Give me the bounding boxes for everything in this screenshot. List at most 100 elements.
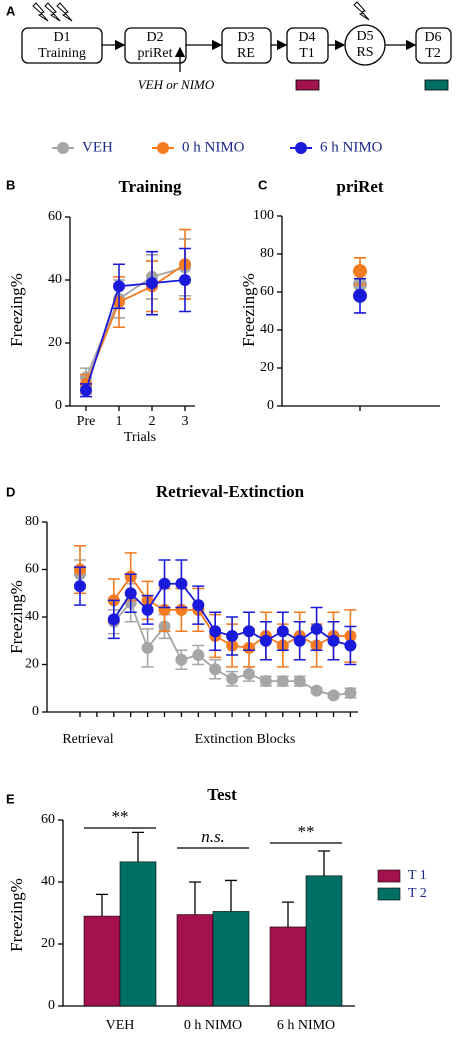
data-point	[179, 274, 191, 286]
node-label: D5	[356, 29, 373, 44]
node-label: D6	[424, 30, 441, 45]
data-point	[141, 603, 154, 616]
node-sublabel: RE	[237, 46, 255, 61]
y-tick-label: 60	[41, 812, 55, 827]
chart-title: Test	[207, 785, 237, 804]
y-tick-label: 0	[48, 998, 55, 1013]
bar	[119, 861, 157, 1007]
node-label: D3	[237, 30, 254, 45]
y-axis-label: Freezing%	[7, 878, 26, 952]
x-tick-label: 1	[116, 414, 123, 429]
legend-label: 6 h NIMO	[320, 139, 383, 155]
legend-label: T 2	[408, 886, 427, 901]
y-tick-label: 60	[25, 562, 39, 577]
legend-swatch	[377, 869, 401, 883]
bar	[212, 911, 250, 1007]
data-point	[107, 613, 120, 626]
x-tick-label: VEH	[106, 1018, 135, 1033]
node-label: D1	[53, 30, 70, 45]
shock-icon	[32, 2, 49, 22]
error-bar	[96, 893, 108, 917]
significance-label: **	[112, 807, 129, 826]
data-point	[226, 630, 239, 642]
chart-title: Training	[119, 177, 182, 196]
bar	[305, 875, 343, 1007]
data-point	[344, 687, 357, 699]
node-sublabel: RS	[356, 45, 373, 60]
y-tick-label: 0	[55, 398, 62, 413]
treatment-label: VEH or NIMO	[138, 77, 215, 92]
shock-icon	[44, 2, 61, 22]
chart-title: priRet	[336, 177, 384, 196]
error-bar	[189, 881, 201, 915]
y-tick-label: 40	[260, 322, 274, 337]
shock-icon	[353, 1, 370, 21]
y-tick-label: 40	[41, 874, 55, 889]
data-point	[124, 587, 137, 600]
panel-label: D	[6, 484, 15, 499]
x-tick-label: Pre	[77, 414, 96, 429]
test-marker	[295, 79, 320, 91]
data-point	[209, 625, 222, 638]
node-label: D4	[298, 30, 315, 45]
data-point	[226, 672, 239, 685]
y-axis-label: Freezing%	[7, 273, 26, 347]
y-tick-label: 100	[253, 208, 274, 223]
y-axis-label: Freezing%	[7, 580, 26, 654]
data-point	[80, 384, 92, 397]
series-line	[85, 263, 186, 385]
y-axis-label: Freezing%	[239, 273, 258, 347]
x-tick-label: 3	[182, 414, 189, 429]
data-point	[209, 663, 222, 676]
y-tick-label: 60	[260, 284, 274, 299]
data-point	[310, 622, 323, 635]
y-tick-label: 0	[267, 398, 274, 413]
legend-marker	[295, 142, 307, 154]
significance-label: n.s.	[201, 827, 225, 846]
panel-label: C	[258, 177, 268, 192]
panel-label: A	[6, 3, 16, 18]
y-tick-label: 60	[48, 209, 62, 224]
data-point	[141, 641, 154, 654]
node-sublabel: Training	[38, 46, 86, 61]
data-point	[327, 634, 340, 647]
data-point	[293, 675, 306, 688]
panel-label: B	[6, 177, 15, 192]
y-tick-label: 80	[25, 514, 39, 529]
data-point	[175, 653, 188, 666]
data-point	[192, 599, 205, 612]
y-tick-label: 40	[48, 272, 62, 287]
data-point	[175, 577, 188, 590]
data-point	[353, 264, 367, 279]
node-label: D2	[146, 30, 163, 45]
data-point	[158, 577, 171, 590]
y-tick-label: 20	[48, 335, 62, 350]
x-group-label: Retrieval	[62, 732, 113, 747]
series-line	[85, 279, 186, 391]
node-sublabel: T1	[299, 46, 315, 61]
legend-label: T 1	[408, 868, 427, 883]
legend-marker	[57, 142, 69, 154]
error-bar	[318, 850, 330, 876]
shock-icon	[56, 2, 73, 22]
significance-label: **	[298, 822, 315, 841]
test-marker	[424, 79, 449, 91]
x-group-label: Extinction Blocks	[195, 732, 296, 747]
y-tick-label: 80	[260, 246, 274, 261]
data-point	[293, 634, 306, 647]
chart-title: Retrieval-Extinction	[156, 482, 305, 501]
data-point	[259, 675, 272, 688]
data-point	[74, 580, 86, 593]
data-point	[243, 668, 255, 680]
node-sublabel: T2	[425, 46, 441, 61]
data-point	[113, 280, 125, 293]
data-point	[353, 288, 367, 303]
node-box	[415, 27, 452, 64]
bar	[176, 914, 214, 1007]
y-tick-label: 20	[260, 360, 274, 375]
data-point	[146, 277, 158, 290]
bar	[269, 926, 307, 1007]
y-tick-label: 40	[25, 609, 39, 624]
y-tick-label: 20	[41, 936, 55, 951]
